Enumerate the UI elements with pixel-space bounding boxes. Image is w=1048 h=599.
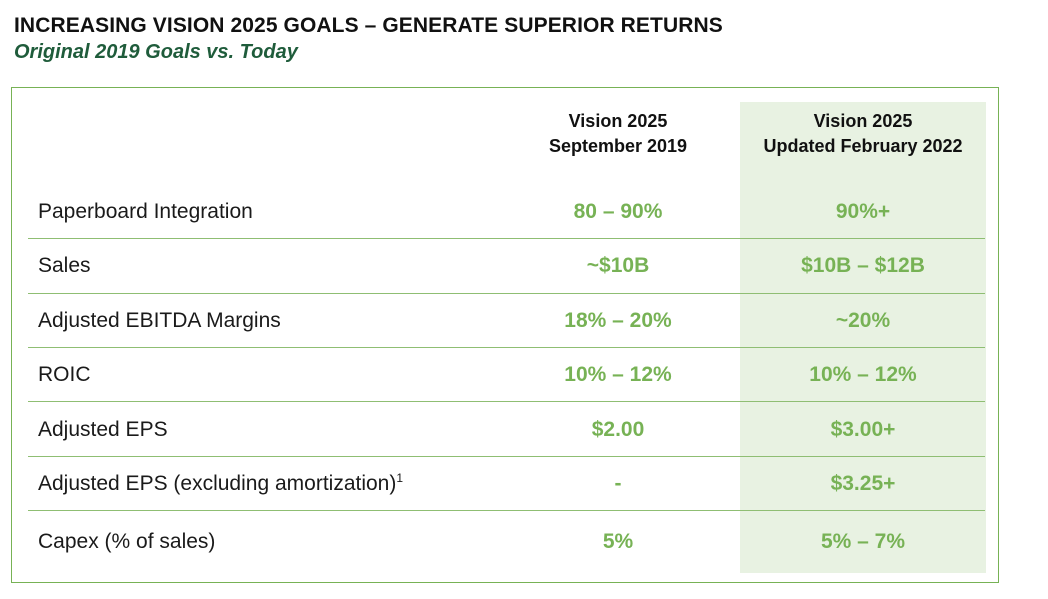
row-divider [28,293,985,294]
row-divider [28,510,985,511]
column-header-line1: Vision 2025 [813,111,913,131]
value-feb-2022: $3.00+ [830,418,896,441]
row-label: Sales [38,254,91,277]
row-label: Capex (% of sales) [38,530,216,553]
footnote-marker: 1 [396,471,404,485]
row-divider [28,456,985,457]
value-feb-2022: 90%+ [835,200,891,223]
page-subtitle: Original 2019 Goals vs. Today [14,41,298,63]
updated-column-highlight [740,102,986,573]
table-row-paperboard-integration: Paperboard Integration 80 – 90% 90%+ [28,185,985,239]
row-label: ROIC [38,363,91,386]
table-row-sales: Sales ~$10B $10B – $12B [28,239,985,293]
table-row-capex: Capex (% of sales) 5% 5% – 7% [28,515,985,569]
row-label: Adjusted EPS (excluding amortization)1 [38,457,403,511]
table-row-adjusted-eps: Adjusted EPS $2.00 $3.00+ [28,403,985,457]
value-sept-2019: 80 – 90% [573,200,663,223]
value-sept-2019: - [614,472,622,495]
value-feb-2022: $10B – $12B [801,254,925,277]
value-sept-2019: 10% – 12% [564,363,672,386]
column-header-feb-2022: Vision 2025 Updated February 2022 [740,109,986,159]
table-row-adjusted-ebitda-margins: Adjusted EBITDA Margins 18% – 20% ~20% [28,294,985,348]
column-header-line2: September 2019 [548,136,688,156]
value-feb-2022: 10% – 12% [809,363,917,386]
table-row-roic: ROIC 10% – 12% 10% – 12% [28,348,985,402]
value-feb-2022: 5% – 7% [820,530,906,553]
row-divider [28,347,985,348]
value-feb-2022: ~20% [835,309,891,332]
row-label: Paperboard Integration [38,200,253,223]
row-divider [28,238,985,239]
value-feb-2022: $3.25+ [830,472,896,495]
value-sept-2019: $2.00 [591,418,645,441]
value-sept-2019: 5% [602,530,634,553]
table-row-adjusted-eps-excl-amortization: Adjusted EPS (excluding amortization)1 -… [28,457,985,511]
row-label: Adjusted EBITDA Margins [38,309,281,332]
row-label: Adjusted EPS [38,418,168,441]
value-sept-2019: 18% – 20% [564,309,672,332]
goals-table: Vision 2025 September 2019 Vision 2025 U… [11,87,999,583]
page-title: INCREASING VISION 2025 GOALS – GENERATE … [14,14,723,37]
column-header-line1: Vision 2025 [568,111,668,131]
column-header-sept-2019: Vision 2025 September 2019 [518,109,718,159]
value-sept-2019: ~$10B [586,254,650,277]
row-label-text: Adjusted EPS (excluding amortization) [38,472,397,495]
column-header-line2: Updated February 2022 [763,136,963,156]
row-divider [28,401,985,402]
